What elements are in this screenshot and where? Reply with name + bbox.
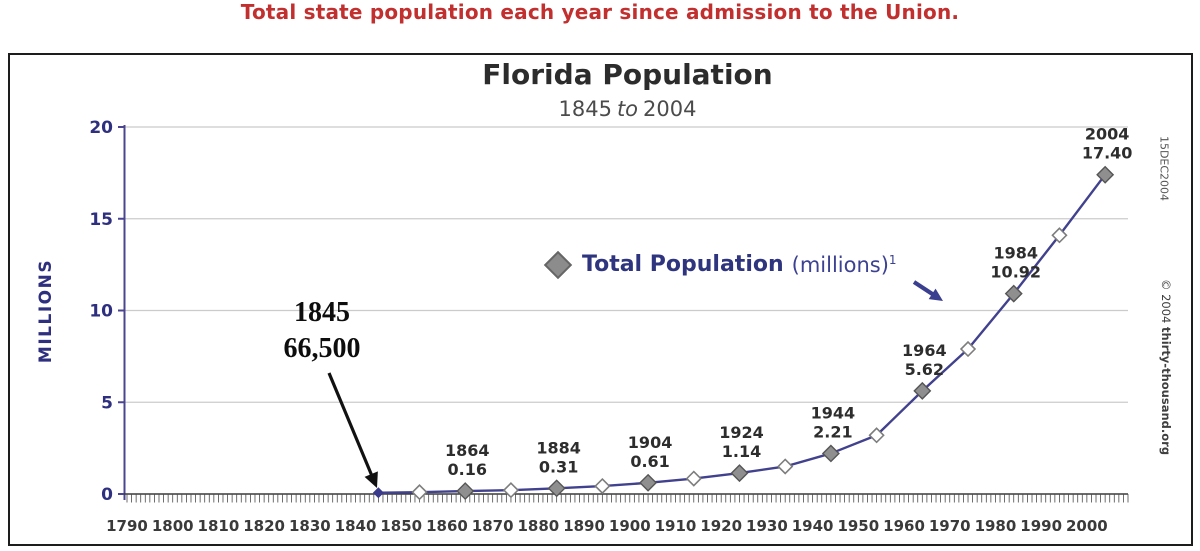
y-axis-title: MILLIONS	[36, 258, 56, 364]
chart-title: Florida Population	[482, 58, 773, 91]
subtitle-connector: to	[616, 97, 639, 121]
legend-footnote-mark: 1	[888, 252, 897, 267]
legend: Total Population (millions)1	[543, 250, 897, 279]
subtitle-to: 2004	[643, 97, 697, 121]
chart-subtitle: 1845 to 2004	[127, 97, 1128, 121]
copyright-prefix: © 2004	[1159, 278, 1173, 328]
annotation-1845: 1845 66,500	[238, 295, 406, 367]
legend-units-label: (millions)1	[791, 252, 897, 277]
chart-frame	[8, 53, 1193, 546]
legend-series-label: Total Population	[582, 252, 784, 277]
copyright-site: thirty-thousand.org	[1159, 327, 1173, 456]
copyright-note: © 2004 thirty-thousand.org	[1159, 232, 1173, 502]
legend-diamond-marker-icon	[543, 250, 573, 279]
page-title: Total state population each year since a…	[240, 0, 960, 24]
annotation-value: 66,500	[283, 333, 361, 364]
subtitle-from: 1845	[558, 97, 612, 121]
annotation-year: 1845	[294, 297, 350, 328]
date-stamp: 15DEC2004	[1157, 135, 1171, 202]
